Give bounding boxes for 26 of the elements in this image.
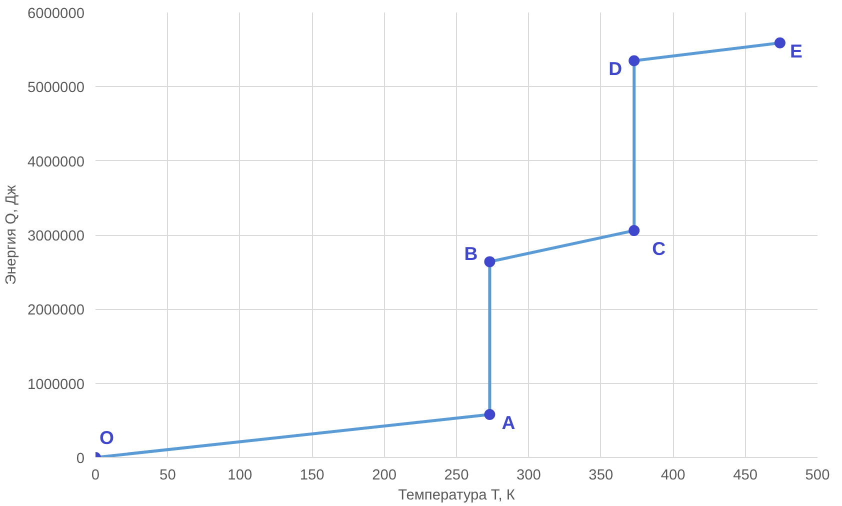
x-tick-label: 200: [372, 468, 397, 484]
y-tick-label: 6000000: [27, 6, 85, 22]
y-tick-label: 2000000: [27, 302, 85, 319]
x-tick-label: 500: [805, 468, 830, 484]
x-tick-label: 150: [300, 468, 324, 484]
annotation: O: [100, 427, 114, 448]
annotation: B: [464, 243, 478, 264]
y-axis-title: Энергия Q, Дж: [3, 184, 20, 285]
y-tick-label: 5000000: [27, 80, 85, 96]
annotation: C: [652, 238, 666, 260]
x-axis-title: Температура T, К: [398, 488, 516, 504]
x-tick-label: 450: [733, 468, 758, 484]
x-tick-label: 50: [160, 468, 176, 484]
y-tick-label: 0: [76, 451, 85, 467]
annotation: E: [790, 40, 802, 62]
y-tick-label: 3000000: [27, 228, 85, 244]
x-tick-label: 100: [228, 468, 252, 484]
x-tick-label: 0: [91, 468, 100, 484]
x-tick-label: 300: [516, 468, 541, 484]
x-tick-label: 250: [444, 468, 469, 484]
x-tick-label: 350: [588, 468, 614, 484]
y-tick-label: 4000000: [27, 154, 85, 170]
annotation: D: [608, 58, 622, 80]
annotation: A: [502, 412, 516, 433]
x-tick-label: 400: [660, 468, 686, 484]
y-tick-label: 1000000: [27, 376, 85, 393]
